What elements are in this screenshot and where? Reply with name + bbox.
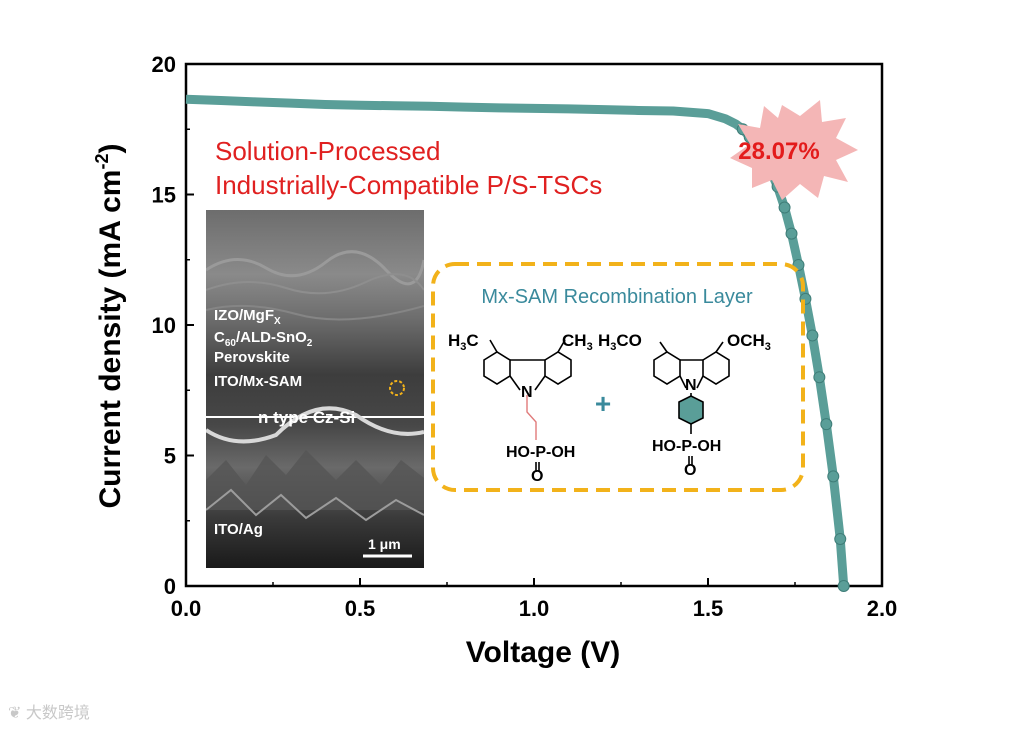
x-tick-label: 1.5 (693, 596, 724, 621)
efficiency-starburst (730, 100, 858, 200)
watermark-logo-icon: ❦ (8, 705, 26, 722)
y-tick-label: 10 (152, 313, 176, 338)
y-tick-label: 0 (164, 574, 176, 599)
jv-point (792, 258, 805, 271)
x-tick-label: 0.5 (345, 596, 376, 621)
x-tick-label: 0.0 (171, 596, 202, 621)
texture-curve (206, 406, 424, 444)
watermark: ❦ 大数跨境 (8, 705, 90, 722)
y-tick-label: 5 (164, 444, 176, 469)
sem-label-ito-sam: ITO/Mx-SAM (214, 373, 303, 390)
sem-inset: IZO/MgFX C60/ALD-SnO2 Perovskite ITO/Mx-… (206, 210, 424, 568)
sem-label-izo: IZO/MgFX (214, 307, 281, 328)
jv-point (813, 371, 826, 384)
jv-point (785, 227, 798, 240)
title-line-2: Industrially-Compatible P/S-TSCs (215, 170, 602, 200)
y-tick-label: 15 (152, 183, 176, 208)
x-tick-label: 2.0 (867, 596, 898, 621)
jv-point (806, 329, 819, 342)
jv-point (799, 292, 812, 305)
jv-point (827, 470, 840, 483)
sem-label-cz-si: n type Cz-Si (258, 408, 356, 427)
axis-ticks: 0.0 0.5 1.0 1.5 2.0 0 5 10 15 20 (152, 52, 898, 621)
jv-point (837, 580, 850, 592)
sem-label-perovskite: Perovskite (214, 349, 290, 366)
title-line-1: Solution-Processed (215, 136, 440, 166)
jv-point (778, 201, 791, 214)
efficiency-label: 28.07% (738, 138, 819, 165)
sem-label-ito-ag: ITO/Ag (214, 521, 263, 538)
jv-point (834, 533, 847, 546)
x-axis-label: Voltage (V) (466, 636, 620, 669)
sem-label-c60: C60/ALD-SnO2 (214, 329, 313, 350)
scale-bar-label: 1 μm (368, 536, 401, 552)
y-axis-label: Current density (mA cm-2) (92, 144, 127, 509)
y-tick-label: 20 (152, 52, 176, 77)
sem-texture (206, 250, 424, 558)
jv-line (185, 94, 849, 587)
x-tick-label: 1.0 (519, 596, 550, 621)
jv-point (820, 418, 833, 431)
sam-highlight-circle (389, 380, 405, 396)
